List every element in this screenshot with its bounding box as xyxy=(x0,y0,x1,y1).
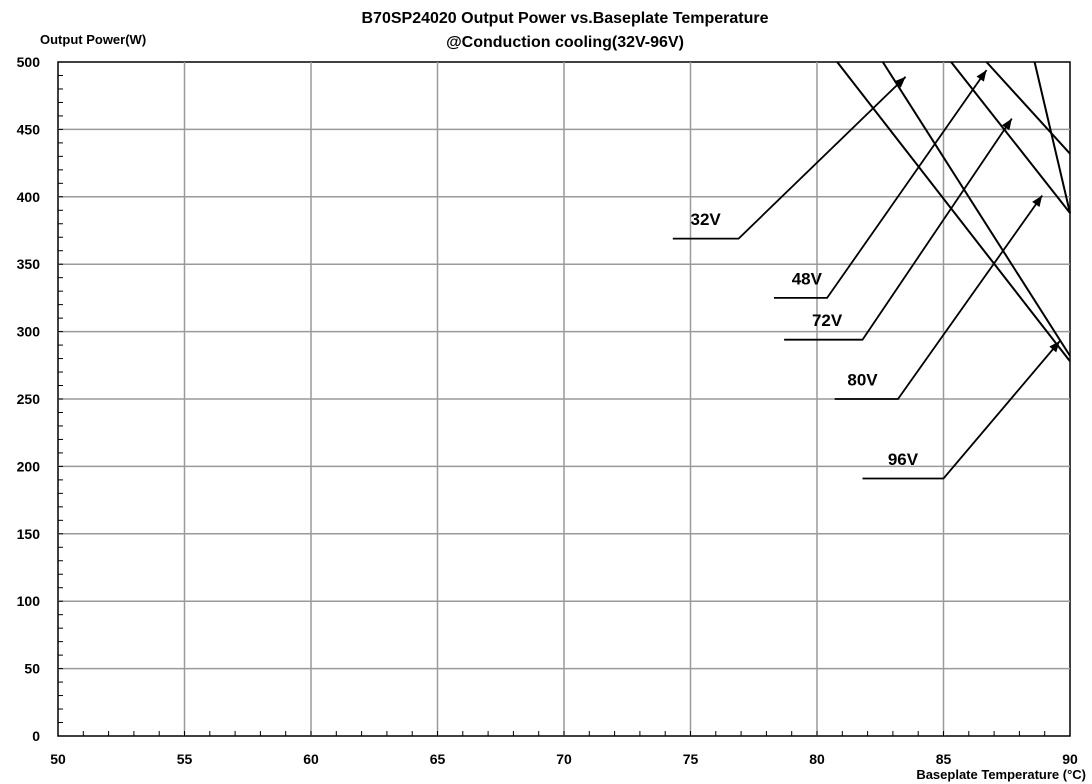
series-label-72v: 72V xyxy=(812,311,843,330)
leader-line-32v xyxy=(672,76,907,240)
x-tick-label: 85 xyxy=(936,751,952,767)
y-tick-label: 500 xyxy=(17,54,41,70)
arrowhead-32v xyxy=(894,76,906,88)
series-line-32v xyxy=(836,61,1071,362)
x-axis-label: Baseplate Temperature (°C) xyxy=(916,767,1086,782)
arrowhead-72v xyxy=(1001,118,1012,131)
series-line-48v xyxy=(881,61,1071,357)
leader-line-72v xyxy=(784,118,1013,341)
y-tick-label: 250 xyxy=(17,391,41,407)
y-tick-label: 300 xyxy=(17,324,41,340)
series-lines xyxy=(836,61,1071,362)
y-axis-label: Output Power(W) xyxy=(40,32,146,47)
chart-title: B70SP24020 Output Power vs.Baseplate Tem… xyxy=(362,10,769,27)
y-tick-label: 100 xyxy=(17,593,41,609)
leader-line-48v xyxy=(774,69,988,299)
grid-lines xyxy=(58,62,1070,736)
x-tick-label: 60 xyxy=(303,751,319,767)
x-tick-label: 50 xyxy=(50,751,66,767)
y-tick-label: 50 xyxy=(24,661,40,677)
x-tick-label: 80 xyxy=(809,751,825,767)
x-tick-label: 65 xyxy=(430,751,446,767)
axes xyxy=(57,61,1071,737)
series-label-32v: 32V xyxy=(691,210,722,229)
arrowhead-80v xyxy=(1032,195,1043,208)
leader-line-96v xyxy=(862,340,1061,480)
series-line-72v xyxy=(950,61,1071,214)
x-tick-label: 55 xyxy=(177,751,193,767)
y-tick-label: 400 xyxy=(17,189,41,205)
tick-labels: 50 55 60 65 70 75 80 85 90 0 50 100 150 200 250 300 350 4… xyxy=(17,54,1078,767)
series-line-96v xyxy=(1033,61,1071,214)
arrowhead-48v xyxy=(976,70,987,82)
y-tick-label: 450 xyxy=(17,121,41,137)
series-label-48v: 48V xyxy=(792,269,823,288)
x-tick-label: 70 xyxy=(556,751,572,767)
y-tick-label: 0 xyxy=(32,728,40,744)
chart-subtitle: @Conduction cooling(32V-96V) xyxy=(446,34,684,51)
x-tick-label: 75 xyxy=(683,751,699,767)
series-annotations: 32V 48V 72V 80V 96V xyxy=(672,69,1061,480)
series-label-80v: 80V xyxy=(847,371,878,390)
y-tick-label: 350 xyxy=(17,256,41,272)
arrowhead-96v xyxy=(1049,341,1060,353)
x-tick-label: 90 xyxy=(1062,751,1078,767)
leader-line-80v xyxy=(834,194,1043,400)
series-label-96v: 96V xyxy=(888,450,919,469)
y-tick-label: 200 xyxy=(17,458,41,474)
y-tick-label: 150 xyxy=(17,526,41,542)
series-line-80v xyxy=(985,61,1071,155)
